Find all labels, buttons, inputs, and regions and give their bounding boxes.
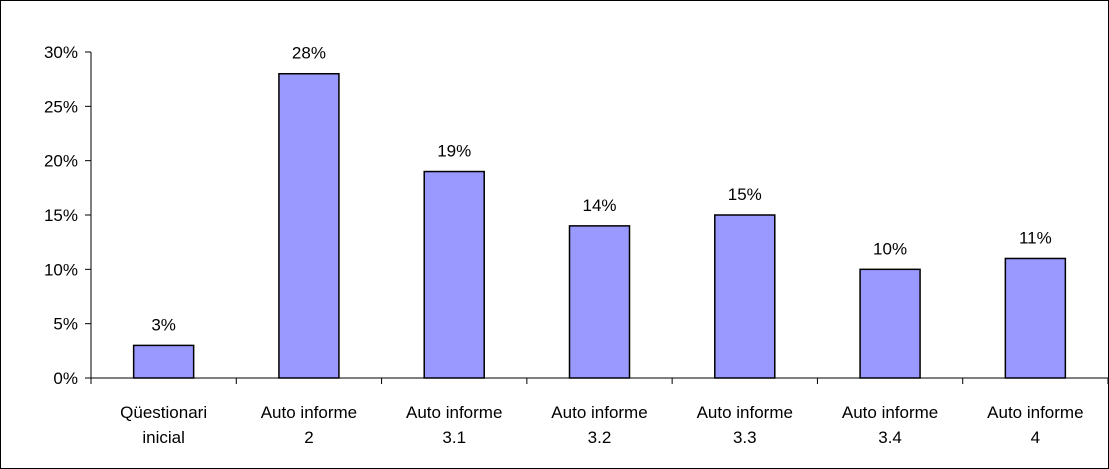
y-tick-label: 30%: [44, 43, 78, 62]
bars: [132, 72, 1067, 379]
bar: [278, 72, 340, 379]
x-tick-label: Auto informe 3.1: [406, 403, 502, 447]
x-tick-label: Auto informe 3.2: [551, 403, 647, 447]
bar: [568, 225, 631, 379]
data-label: 28%: [292, 44, 326, 63]
x-tick-label: Auto informe 3.3: [697, 403, 793, 447]
data-label: 15%: [728, 185, 762, 204]
x-tick-label: Auto informe 4: [987, 403, 1083, 447]
data-label: 11%: [1019, 228, 1052, 247]
x-tick-label: Auto informe 3.4: [842, 403, 938, 447]
data-label: 19%: [437, 142, 471, 161]
y-tick-label: 20%: [44, 152, 78, 171]
bar: [132, 344, 195, 379]
data-label: 10%: [873, 239, 907, 258]
data-label: 3%: [151, 315, 176, 334]
data-label: 14%: [582, 196, 616, 215]
y-tick-label: 25%: [44, 97, 78, 116]
y-tick-label: 15%: [44, 206, 78, 225]
x-tick-label: Auto informe 2: [261, 403, 357, 447]
labels: 0% 5% 10% 15% 20% 25% 30% 3% Qüestionari inicial 2…: [44, 43, 1084, 447]
bar: [1004, 257, 1067, 379]
x-tick-label: Qüestionari inicial: [120, 403, 207, 447]
bar: [423, 170, 485, 379]
bar: [859, 268, 921, 379]
y-tick-label: 10%: [44, 260, 78, 279]
y-tick-label: 0%: [53, 369, 78, 388]
bar: [714, 214, 776, 379]
y-tick-label: 5%: [53, 315, 78, 334]
